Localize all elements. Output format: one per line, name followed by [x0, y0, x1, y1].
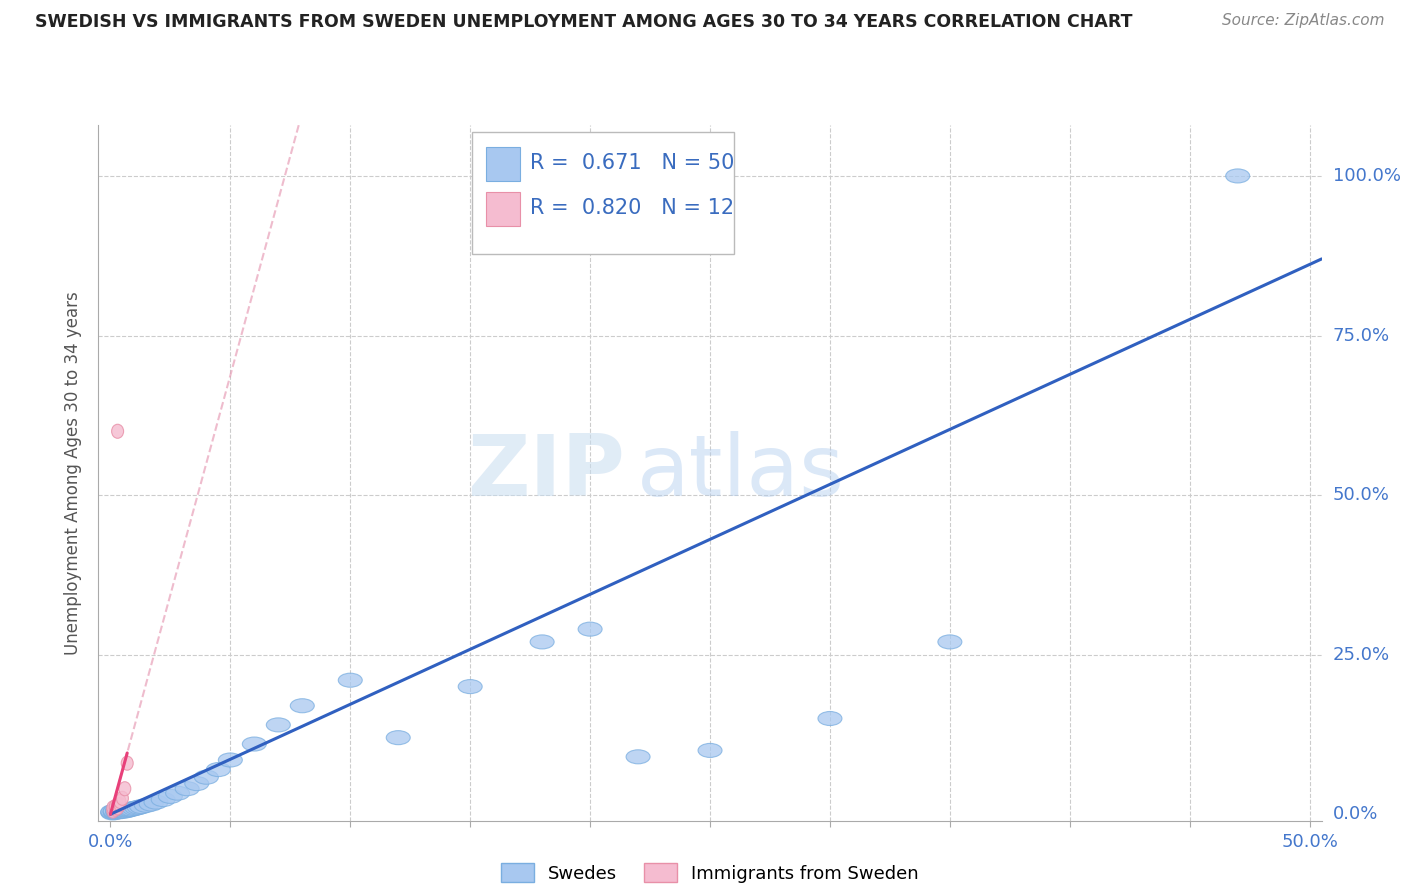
Ellipse shape — [290, 698, 315, 713]
Ellipse shape — [105, 805, 129, 819]
Ellipse shape — [108, 805, 132, 819]
Text: SWEDISH VS IMMIGRANTS FROM SWEDEN UNEMPLOYMENT AMONG AGES 30 TO 34 YEARS CORRELA: SWEDISH VS IMMIGRANTS FROM SWEDEN UNEMPL… — [35, 13, 1133, 31]
Text: 25.0%: 25.0% — [1333, 646, 1391, 664]
Ellipse shape — [108, 804, 132, 818]
Ellipse shape — [110, 802, 121, 816]
Legend: Swedes, Immigrants from Sweden: Swedes, Immigrants from Sweden — [492, 855, 928, 892]
Ellipse shape — [114, 797, 127, 812]
Ellipse shape — [339, 673, 363, 687]
Ellipse shape — [101, 806, 125, 820]
Ellipse shape — [139, 797, 163, 811]
Ellipse shape — [114, 795, 127, 808]
Ellipse shape — [152, 793, 176, 806]
Text: 100.0%: 100.0% — [1333, 167, 1400, 185]
Text: Source: ZipAtlas.com: Source: ZipAtlas.com — [1222, 13, 1385, 29]
Ellipse shape — [108, 804, 132, 817]
Text: 0.0%: 0.0% — [1333, 805, 1378, 823]
Ellipse shape — [266, 718, 290, 732]
Ellipse shape — [194, 770, 218, 784]
Ellipse shape — [626, 750, 650, 764]
Ellipse shape — [127, 800, 152, 814]
Ellipse shape — [120, 802, 143, 816]
Ellipse shape — [110, 799, 121, 814]
Ellipse shape — [101, 805, 125, 820]
Ellipse shape — [218, 753, 242, 767]
Ellipse shape — [578, 622, 602, 636]
Bar — [486, 147, 520, 180]
Ellipse shape — [118, 803, 142, 817]
Ellipse shape — [166, 786, 190, 800]
Ellipse shape — [112, 803, 136, 817]
Text: R =  0.671   N = 50: R = 0.671 N = 50 — [530, 153, 734, 173]
Text: 75.0%: 75.0% — [1333, 326, 1391, 344]
Ellipse shape — [159, 789, 183, 804]
Ellipse shape — [115, 804, 139, 817]
Ellipse shape — [1226, 169, 1250, 183]
Bar — [486, 193, 520, 226]
Ellipse shape — [101, 805, 125, 819]
Ellipse shape — [938, 635, 962, 649]
Ellipse shape — [387, 731, 411, 745]
Ellipse shape — [112, 804, 136, 818]
Ellipse shape — [184, 777, 208, 790]
Ellipse shape — [818, 712, 842, 725]
Ellipse shape — [135, 798, 159, 813]
Ellipse shape — [458, 680, 482, 694]
Ellipse shape — [143, 795, 167, 809]
Ellipse shape — [111, 803, 135, 817]
Ellipse shape — [105, 804, 129, 818]
Ellipse shape — [103, 805, 127, 820]
Ellipse shape — [207, 763, 231, 777]
Ellipse shape — [117, 791, 128, 805]
Ellipse shape — [129, 799, 153, 814]
Ellipse shape — [107, 804, 120, 818]
Ellipse shape — [530, 635, 554, 649]
Ellipse shape — [107, 801, 120, 815]
Ellipse shape — [122, 802, 146, 815]
Ellipse shape — [103, 804, 127, 818]
Ellipse shape — [111, 797, 124, 812]
Ellipse shape — [111, 425, 124, 438]
Ellipse shape — [111, 804, 135, 818]
Ellipse shape — [176, 781, 200, 796]
Ellipse shape — [121, 756, 134, 770]
Text: ZIP: ZIP — [467, 431, 624, 515]
Ellipse shape — [115, 803, 139, 817]
Ellipse shape — [105, 804, 129, 817]
Text: 50.0%: 50.0% — [1333, 486, 1389, 504]
Ellipse shape — [242, 737, 266, 751]
Ellipse shape — [111, 804, 135, 817]
Ellipse shape — [103, 805, 127, 819]
Text: atlas: atlas — [637, 431, 845, 515]
FancyBboxPatch shape — [471, 132, 734, 253]
Ellipse shape — [118, 802, 142, 816]
Text: R =  0.820   N = 12: R = 0.820 N = 12 — [530, 198, 734, 219]
Ellipse shape — [111, 801, 124, 815]
Ellipse shape — [125, 801, 149, 815]
Ellipse shape — [118, 781, 131, 796]
Y-axis label: Unemployment Among Ages 30 to 34 years: Unemployment Among Ages 30 to 34 years — [65, 291, 83, 655]
Ellipse shape — [697, 743, 723, 757]
